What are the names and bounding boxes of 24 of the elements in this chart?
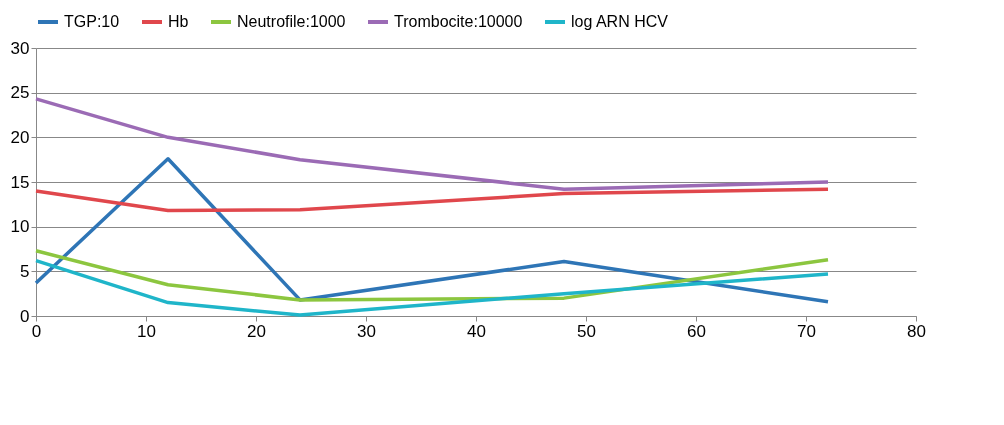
line-series bbox=[34, 258, 830, 317]
y-tick-label: 15 bbox=[10, 172, 30, 192]
y-tick-label: 10 bbox=[10, 217, 30, 237]
legend-label: log ARN HCV bbox=[571, 13, 669, 30]
y-tick-label: 0 bbox=[20, 306, 30, 326]
x-tick-label: 40 bbox=[467, 321, 486, 341]
legend-label: Neutrofile:1000 bbox=[237, 13, 346, 30]
x-tick-label: 80 bbox=[907, 321, 926, 341]
x-tick-label: 50 bbox=[577, 321, 596, 341]
line-series bbox=[34, 157, 830, 304]
x-tick-label: 10 bbox=[137, 321, 156, 341]
y-tick-label: 30 bbox=[10, 38, 30, 58]
legend-label: Hb bbox=[168, 13, 189, 30]
x-tick-label: 30 bbox=[357, 321, 376, 341]
x-tick-label: 20 bbox=[247, 321, 266, 341]
legend-label: Trombocite:10000 bbox=[394, 13, 523, 30]
line-series bbox=[34, 187, 830, 213]
legend-label: TGP:10 bbox=[64, 13, 120, 30]
line-series bbox=[34, 97, 830, 191]
x-tick-label: 60 bbox=[687, 321, 706, 341]
y-tick-label: 20 bbox=[10, 127, 30, 147]
x-tick-label: 70 bbox=[797, 321, 816, 341]
y-tick-label: 25 bbox=[10, 83, 30, 103]
y-tick-label: 5 bbox=[20, 261, 30, 281]
